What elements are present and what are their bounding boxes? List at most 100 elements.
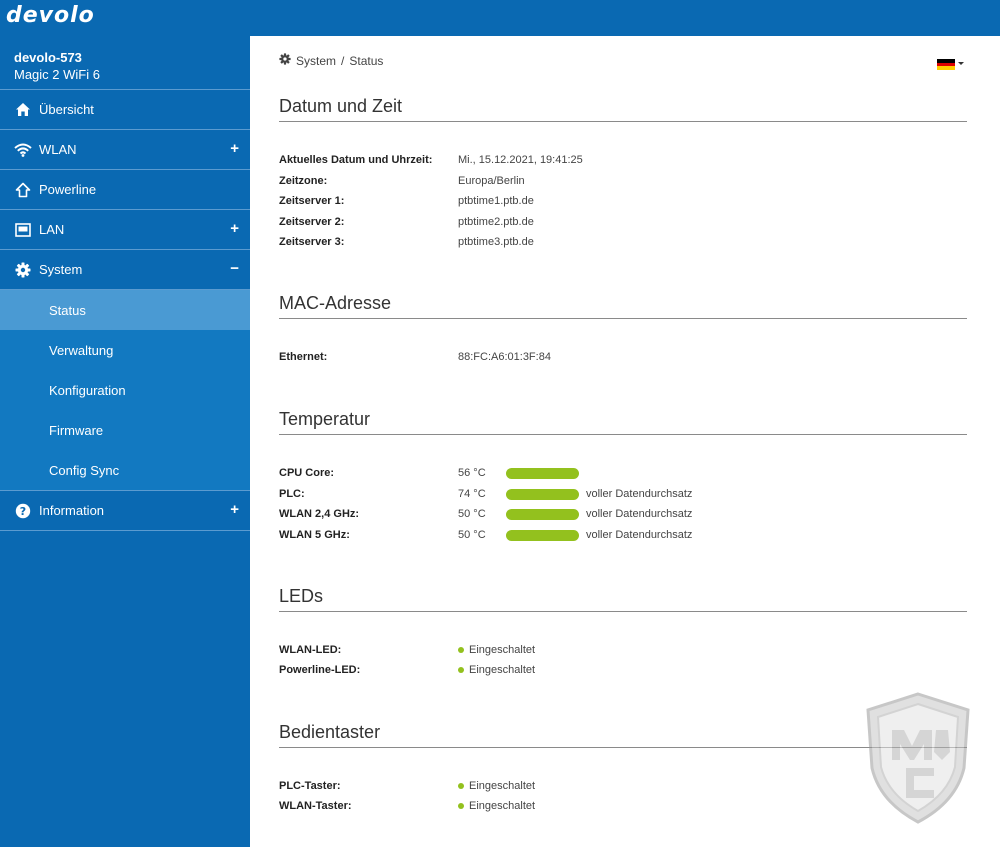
- section-leds: LEDs WLAN-LED: Eingeschaltet Powerline-L…: [279, 586, 967, 676]
- breadcrumb: System / Status: [279, 53, 383, 68]
- info-row: Zeitserver 1: ptbtime1.ptb.de: [279, 191, 967, 211]
- sidebar-item-system[interactable]: System −: [0, 250, 250, 290]
- sidebar-subitem-firmware[interactable]: Firmware: [0, 410, 250, 450]
- section-title: Bedientaster: [279, 722, 967, 748]
- expand-icon[interactable]: +: [230, 140, 239, 157]
- breadcrumb-parent[interactable]: System: [296, 53, 337, 68]
- row-label: Zeitzone:: [279, 175, 328, 187]
- sidebar-subitem-config-sync[interactable]: Config Sync: [0, 450, 250, 490]
- row-value: ptbtime1.ptb.de: [458, 195, 534, 207]
- status-dot-icon: [458, 667, 464, 673]
- status-dot-icon: [458, 803, 464, 809]
- section-title: MAC-Adresse: [279, 293, 967, 319]
- row-label: WLAN 2,4 GHz:: [279, 508, 360, 520]
- section-datetime: Datum und Zeit Aktuelles Datum und Uhrze…: [279, 96, 967, 248]
- sidebar-item-powerline[interactable]: Powerline: [0, 170, 250, 210]
- row-label: Zeitserver 2:: [279, 216, 345, 228]
- row-label: CPU Core:: [279, 467, 335, 479]
- row-value: Eingeschaltet: [469, 780, 536, 792]
- info-row: Aktuelles Datum und Uhrzeit: Mi., 15.12.…: [279, 150, 967, 170]
- row-value: Eingeschaltet: [469, 664, 536, 676]
- expand-icon[interactable]: +: [230, 501, 239, 518]
- row-label: PLC:: [279, 488, 305, 500]
- section-title: LEDs: [279, 586, 967, 612]
- throughput-note: voller Datendurchsatz: [586, 488, 693, 500]
- row-value: Eingeschaltet: [469, 800, 536, 812]
- gear-icon: [14, 261, 32, 279]
- powerline-icon: [14, 181, 32, 199]
- top-bar: devolo: [0, 0, 1000, 36]
- temperature-bar: [506, 488, 579, 500]
- devolo-logo[interactable]: devolo: [6, 3, 95, 28]
- temperature-bar: [506, 529, 579, 541]
- breadcrumb-separator: /: [341, 53, 345, 68]
- row-label: PLC-Taster:: [279, 780, 341, 792]
- device-model: Magic 2 WiFi 6: [14, 67, 100, 82]
- sidebar-item-label: Übersicht: [39, 102, 94, 117]
- sidebar-item-information[interactable]: ? Information +: [0, 491, 250, 531]
- sidebar: devolo-573 Magic 2 WiFi 6 Übersicht WLAN…: [0, 36, 250, 847]
- chevron-down-icon[interactable]: [958, 62, 964, 65]
- sidebar-item-label: Powerline: [39, 182, 97, 197]
- row-value: ptbtime3.ptb.de: [458, 236, 534, 248]
- german-flag-icon[interactable]: [937, 59, 955, 71]
- svg-text:?: ?: [20, 505, 26, 518]
- sidebar-item-label: Information: [39, 503, 105, 518]
- info-row: Zeitzone: Europa/Berlin: [279, 171, 967, 191]
- status-dot-icon: [458, 647, 464, 653]
- sidebar-item-uebersicht[interactable]: Übersicht: [0, 90, 250, 130]
- sidebar-item-label: WLAN: [39, 142, 77, 157]
- info-row: Powerline-LED: Eingeschaltet: [279, 660, 967, 680]
- sidebar-item-label: LAN: [39, 222, 65, 237]
- row-value: 88:FC:A6:01:3F:84: [458, 351, 551, 363]
- home-icon: [14, 101, 32, 119]
- info-row: WLAN-LED: Eingeschaltet: [279, 640, 967, 660]
- temperature-bar: [506, 508, 579, 520]
- row-value: Eingeschaltet: [469, 644, 536, 656]
- sidebar-subitem-verwaltung[interactable]: Verwaltung: [0, 330, 250, 370]
- expand-icon[interactable]: +: [230, 220, 239, 237]
- info-row: CPU Core: 56 °C: [279, 463, 967, 483]
- section-title: Temperatur: [279, 409, 967, 435]
- wifi-icon: [14, 141, 32, 159]
- row-label: Zeitserver 1:: [279, 195, 345, 207]
- info-row: Zeitserver 3: ptbtime3.ptb.de: [279, 232, 967, 252]
- throughput-note: voller Datendurchsatz: [586, 529, 693, 541]
- row-value: 50 °C: [458, 529, 486, 541]
- throughput-note: voller Datendurchsatz: [586, 508, 693, 520]
- row-value: 74 °C: [458, 488, 486, 500]
- row-value: Mi., 15.12.2021, 19:41:25: [458, 154, 583, 166]
- row-label: WLAN-Taster:: [279, 800, 352, 812]
- breadcrumb-current: Status: [349, 53, 384, 68]
- row-value: 50 °C: [458, 508, 486, 520]
- temperature-bar: [506, 467, 579, 479]
- row-label: WLAN-LED:: [279, 644, 342, 656]
- gear-icon: [279, 53, 291, 68]
- row-label: Powerline-LED:: [279, 664, 361, 676]
- section-title: Datum und Zeit: [279, 96, 967, 122]
- device-name: devolo-573: [14, 50, 82, 65]
- sidebar-item-wlan[interactable]: WLAN +: [0, 130, 250, 170]
- monitor-icon: [14, 221, 32, 239]
- info-row: PLC-Taster: Eingeschaltet: [279, 776, 967, 796]
- info-row: Zeitserver 2: ptbtime2.ptb.de: [279, 212, 967, 232]
- info-row: Ethernet: 88:FC:A6:01:3F:84: [279, 347, 967, 367]
- info-row: PLC: 74 °C voller Datendurchsatz: [279, 484, 967, 504]
- collapse-icon[interactable]: −: [230, 260, 239, 277]
- section-mac: MAC-Adresse Ethernet: 88:FC:A6:01:3F:84: [279, 293, 967, 363]
- system-submenu: Status Verwaltung Konfiguration Firmware…: [0, 290, 250, 491]
- row-label: Zeitserver 3:: [279, 236, 345, 248]
- sidebar-item-lan[interactable]: LAN +: [0, 210, 250, 250]
- row-value: Europa/Berlin: [458, 175, 525, 187]
- sidebar-subitem-konfiguration[interactable]: Konfiguration: [0, 370, 250, 410]
- info-row: WLAN-Taster: Eingeschaltet: [279, 796, 967, 816]
- device-info: devolo-573 Magic 2 WiFi 6: [0, 36, 250, 90]
- info-row: WLAN 2,4 GHz: 50 °C voller Datendurchsat…: [279, 504, 967, 524]
- row-value: 56 °C: [458, 467, 486, 479]
- status-dot-icon: [458, 783, 464, 789]
- section-buttons: Bedientaster PLC-Taster: Eingeschaltet W…: [279, 722, 967, 812]
- sidebar-item-label: System: [39, 262, 83, 277]
- row-label: WLAN 5 GHz:: [279, 529, 350, 541]
- sidebar-subitem-status[interactable]: Status: [0, 290, 250, 330]
- row-label: Ethernet:: [279, 351, 328, 363]
